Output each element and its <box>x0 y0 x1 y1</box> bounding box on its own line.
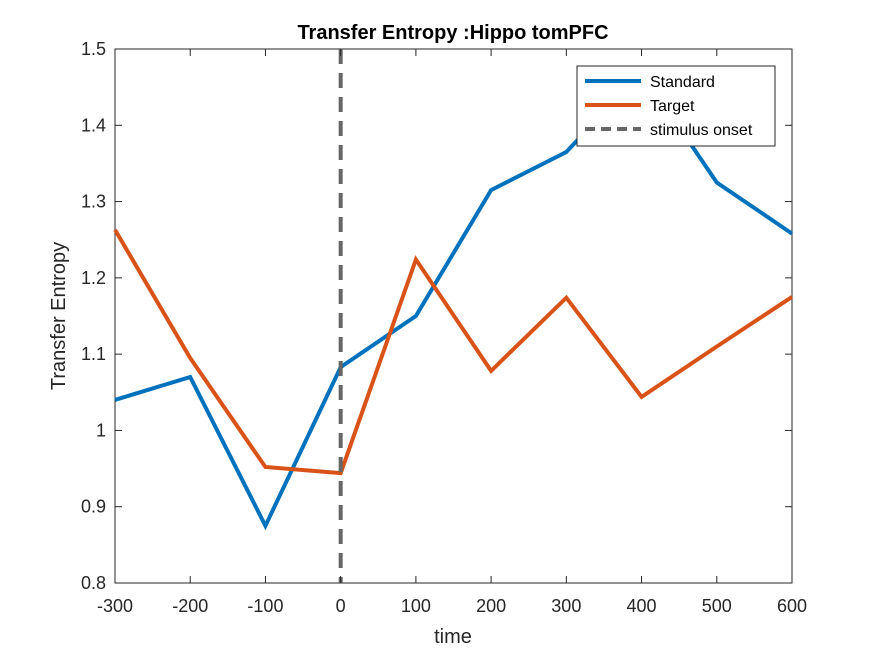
y-tick-label: 1.2 <box>81 268 106 288</box>
x-axis-title: time <box>434 626 472 648</box>
x-axis: -300 -200 -100 0 100 200 300 400 500 600 <box>97 49 807 616</box>
x-tick-label: -300 <box>97 596 133 616</box>
y-tick-label: 1.5 <box>81 39 106 59</box>
series-line-target <box>113 228 794 476</box>
y-tick-label: 0.9 <box>81 497 106 517</box>
legend: Standard Target stimulus onset <box>576 65 776 147</box>
y-axis-title: Transfer Entropy <box>48 242 70 390</box>
x-tick-label: 500 <box>702 596 732 616</box>
y-tick-label: 1.4 <box>81 115 106 135</box>
x-tick-label: -100 <box>247 596 283 616</box>
legend-label: Standard <box>650 74 715 91</box>
x-tick-label: -200 <box>172 596 208 616</box>
x-tick-label: 400 <box>627 596 657 616</box>
y-tick-label: 0.8 <box>81 573 106 593</box>
y-tick-label: 1 <box>96 420 106 440</box>
y-axis: 0.8 0.9 1 1.1 1.2 1.3 1.4 1.5 <box>81 39 792 593</box>
legend-label: Target <box>650 98 695 115</box>
y-tick-label: 1.3 <box>81 192 106 212</box>
x-tick-label: 600 <box>777 596 807 616</box>
x-tick-label: 100 <box>401 596 431 616</box>
legend-label: stimulus onset <box>650 122 753 139</box>
chart-title: Transfer Entropy :Hippo tomPFC <box>297 22 608 44</box>
x-tick-label: 200 <box>476 596 506 616</box>
x-tick-label: 0 <box>336 596 346 616</box>
x-tick-label: 300 <box>551 596 581 616</box>
y-tick-label: 1.1 <box>81 344 106 364</box>
